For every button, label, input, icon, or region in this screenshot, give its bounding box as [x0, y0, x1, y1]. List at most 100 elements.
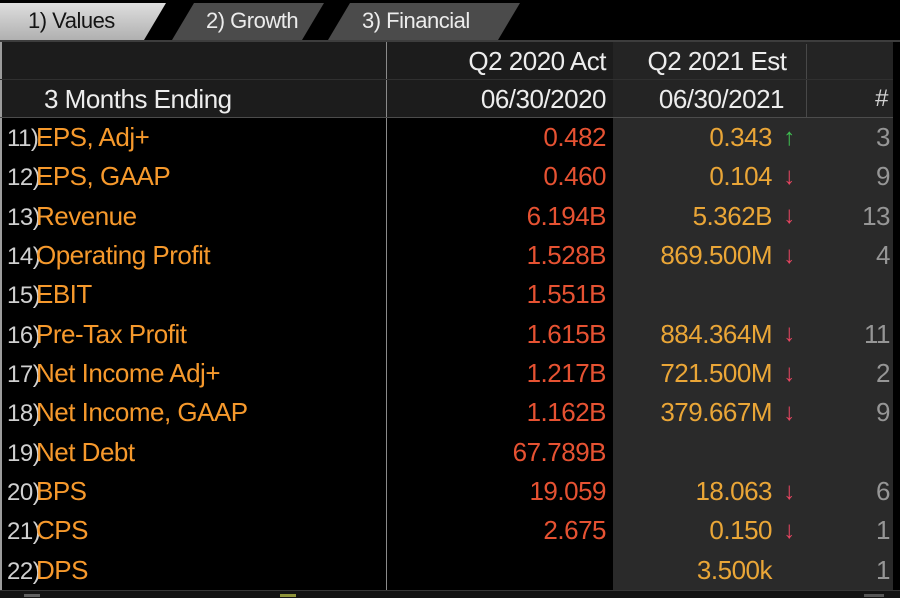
- row-label-cell: 12) EPS, GAAP: [0, 161, 386, 192]
- estimate-value: 0.104: [709, 161, 772, 192]
- table-body: 11) EPS, Adj+ 0.482 0.343 ↑ 3 12) EPS, G…: [0, 118, 900, 590]
- tab-label: 3) Financial: [362, 8, 470, 33]
- row-label-cell: 19) Net Debt: [0, 437, 386, 468]
- row-label-cell: 11) EPS, Adj+: [0, 122, 386, 153]
- row-number: 19): [7, 439, 41, 467]
- table-row[interactable]: 22) DPS 3.500k 1: [0, 551, 900, 590]
- down-arrow-icon: ↓: [783, 398, 795, 426]
- estimate-value: 5.362B: [692, 200, 773, 231]
- estimate-count: 2: [876, 358, 890, 389]
- actual-value: 0.482: [543, 122, 606, 153]
- estimate-count: 9: [876, 161, 890, 192]
- table-row[interactable]: 18) Net Income, GAAP 1.162B 379.667M ↓ 9: [0, 393, 900, 432]
- actual-value: 67.789B: [512, 436, 607, 467]
- tab-financial[interactable]: 3) Financial: [328, 3, 520, 40]
- horizontal-scrollbar[interactable]: [0, 590, 900, 598]
- estimate-count: 3: [876, 122, 890, 153]
- row-label: EPS, GAAP: [36, 161, 171, 192]
- actual-value: 0.460: [543, 161, 606, 192]
- estimate-value: 18.063: [695, 476, 772, 507]
- table-row[interactable]: 15) EBIT 1.551B: [0, 275, 900, 314]
- table-row[interactable]: 21) CPS 2.675 0.150 ↓ 1: [0, 511, 900, 550]
- header-bottom-divider: [0, 117, 893, 118]
- tab-underline: [0, 40, 900, 42]
- estimate-value: 379.667M: [660, 397, 772, 428]
- estimate-header-panel: [613, 42, 893, 118]
- estimate-count: 1: [876, 515, 890, 546]
- count-column-divider: [806, 44, 807, 117]
- row-label: CPS: [36, 515, 88, 546]
- actual-value: 19.059: [529, 476, 606, 507]
- estimate-count: 13: [862, 200, 890, 231]
- row-label-cell: 16) Pre-Tax Profit: [0, 319, 386, 350]
- count-header: #: [875, 85, 888, 112]
- row-number: 12): [7, 164, 41, 192]
- table-row[interactable]: 19) Net Debt 67.789B: [0, 433, 900, 472]
- table-row[interactable]: 16) Pre-Tax Profit 1.615B 884.364M ↓ 11: [0, 315, 900, 354]
- row-label: Net Income Adj+: [36, 358, 221, 389]
- date-actual-header: 06/30/2020: [480, 83, 607, 114]
- tab-values[interactable]: 1) Values: [0, 3, 166, 40]
- estimate-value: 869.500M: [660, 240, 772, 271]
- down-arrow-icon: ↓: [783, 162, 795, 190]
- date-header-row: 3 Months Ending 06/30/2020 06/30/2021 #: [0, 80, 900, 118]
- row-label: Pre-Tax Profit: [36, 318, 187, 349]
- estimate-count: 4: [876, 240, 890, 271]
- row-label: EBIT: [36, 279, 92, 310]
- row-label: Revenue: [36, 200, 137, 231]
- estimate-value: 884.364M: [660, 318, 772, 349]
- row-label-cell: 15) EBIT: [0, 279, 386, 310]
- row-number: 14): [7, 243, 41, 271]
- table-header: Q2 2020 Act Q2 2021 Est 3 Months Ending …: [0, 42, 900, 118]
- scrollbar-marker: [280, 594, 296, 597]
- row-number: 22): [7, 557, 41, 585]
- actual-value: 6.194B: [526, 200, 607, 231]
- actual-value: 1.217B: [526, 358, 607, 389]
- row-label-cell: 18) Net Income, GAAP: [0, 397, 386, 428]
- down-arrow-icon: ↓: [783, 202, 795, 230]
- down-arrow-icon: ↓: [783, 477, 795, 505]
- table-row[interactable]: 11) EPS, Adj+ 0.482 0.343 ↑ 3: [0, 118, 900, 157]
- row-label-cell: 14) Operating Profit: [0, 240, 386, 271]
- tab-label: 1) Values: [28, 8, 115, 33]
- row-number: 17): [7, 361, 41, 389]
- down-arrow-icon: ↓: [783, 320, 795, 348]
- estimate-value: 0.150: [709, 515, 772, 546]
- table-row[interactable]: 14) Operating Profit 1.528B 869.500M ↓ 4: [0, 236, 900, 275]
- row-label-cell: 13) Revenue: [0, 201, 386, 232]
- period-header-row: Q2 2020 Act Q2 2021 Est: [0, 42, 900, 80]
- header-mid-divider: [0, 79, 893, 80]
- down-arrow-icon: ↓: [783, 359, 795, 387]
- row-number: 20): [7, 479, 41, 507]
- row-label-cell: 20) BPS: [0, 476, 386, 507]
- row-number: 13): [7, 203, 41, 231]
- table-row[interactable]: 13) Revenue 6.194B 5.362B ↓ 13: [0, 197, 900, 236]
- date-estimate-header: 06/30/2021: [658, 83, 785, 114]
- estimate-value: 3.500k: [696, 554, 773, 585]
- scrollbar-tick: [24, 594, 40, 597]
- row-label-header: 3 Months Ending: [44, 83, 232, 114]
- row-number: 15): [7, 282, 41, 310]
- tab-label: 2) Growth: [206, 8, 299, 33]
- row-label-cell: 17) Net Income Adj+: [0, 358, 386, 389]
- table-row[interactable]: 20) BPS 19.059 18.063 ↓ 6: [0, 472, 900, 511]
- tab-bar: 1) Values 2) Growth 3) Financial: [0, 0, 900, 40]
- label-column-divider: [386, 42, 387, 594]
- table-row[interactable]: 17) Net Income Adj+ 1.217B 721.500M ↓ 2: [0, 354, 900, 393]
- period-actual-header: Q2 2020 Act: [468, 45, 606, 76]
- row-label-cell: 22) DPS: [0, 555, 386, 586]
- estimate-value: 721.500M: [660, 358, 772, 389]
- row-number: 18): [7, 400, 41, 428]
- tab-growth[interactable]: 2) Growth: [172, 3, 324, 40]
- actual-value: 2.675: [543, 515, 606, 546]
- table-row[interactable]: 12) EPS, GAAP 0.460 0.104 ↓ 9: [0, 157, 900, 196]
- row-label: Operating Profit: [36, 240, 211, 271]
- down-arrow-icon: ↓: [783, 241, 795, 269]
- actual-value: 1.615B: [526, 318, 607, 349]
- row-label-cell: 21) CPS: [0, 515, 386, 546]
- row-label: Net Income, GAAP: [36, 397, 248, 428]
- actual-value: 1.162B: [526, 397, 607, 428]
- row-number: 21): [7, 518, 41, 546]
- down-arrow-icon: ↓: [783, 516, 795, 544]
